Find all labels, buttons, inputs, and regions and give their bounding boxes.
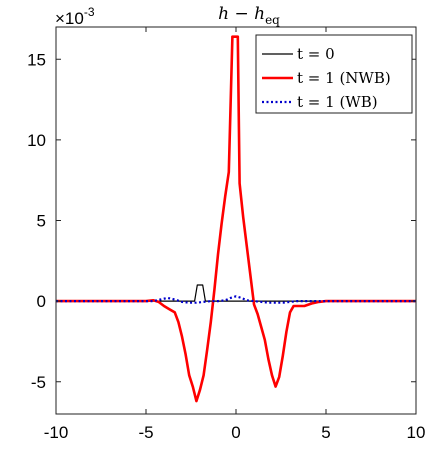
svg-text:×10-3: ×10-3	[55, 5, 95, 28]
series-layer	[56, 35, 416, 403]
title-main: h − h	[218, 4, 265, 24]
y-tick-label: 0	[37, 292, 46, 311]
title: h − heq	[218, 4, 280, 27]
x-tick-label: 0	[231, 423, 240, 442]
series-line-3	[56, 295, 416, 304]
y-tick-label: 15	[27, 50, 46, 69]
svg-text:h − heq: h − heq	[218, 4, 280, 27]
x-tick-label: 10	[407, 423, 426, 442]
y-tick-label: -5	[31, 373, 46, 392]
x-tick-label: -10	[44, 423, 69, 442]
legend-box	[255, 34, 413, 114]
legend-label-1: t = 0	[297, 45, 335, 63]
y-tick-label: 10	[27, 131, 46, 150]
exponent-label: ×10-3	[55, 5, 95, 28]
series-line-1	[56, 284, 416, 302]
exponent-power: -3	[84, 5, 95, 19]
exponent-base: ×10	[55, 9, 84, 28]
y-tick-label: 5	[37, 212, 46, 231]
tick-layer: -10 -5 0 5 10 -5 0 5 10 15	[27, 27, 425, 442]
legend-label-3: t = 1 (WB)	[297, 93, 378, 111]
series-line-2	[56, 35, 416, 403]
title-subscript: eq	[265, 13, 280, 27]
legend: t = 0 t = 1 (NWB) t = 1 (WB)	[255, 34, 413, 114]
x-tick-label: -5	[138, 423, 153, 442]
legend-label-2: t = 1 (NWB)	[297, 69, 391, 87]
x-tick-label: 5	[321, 423, 330, 442]
